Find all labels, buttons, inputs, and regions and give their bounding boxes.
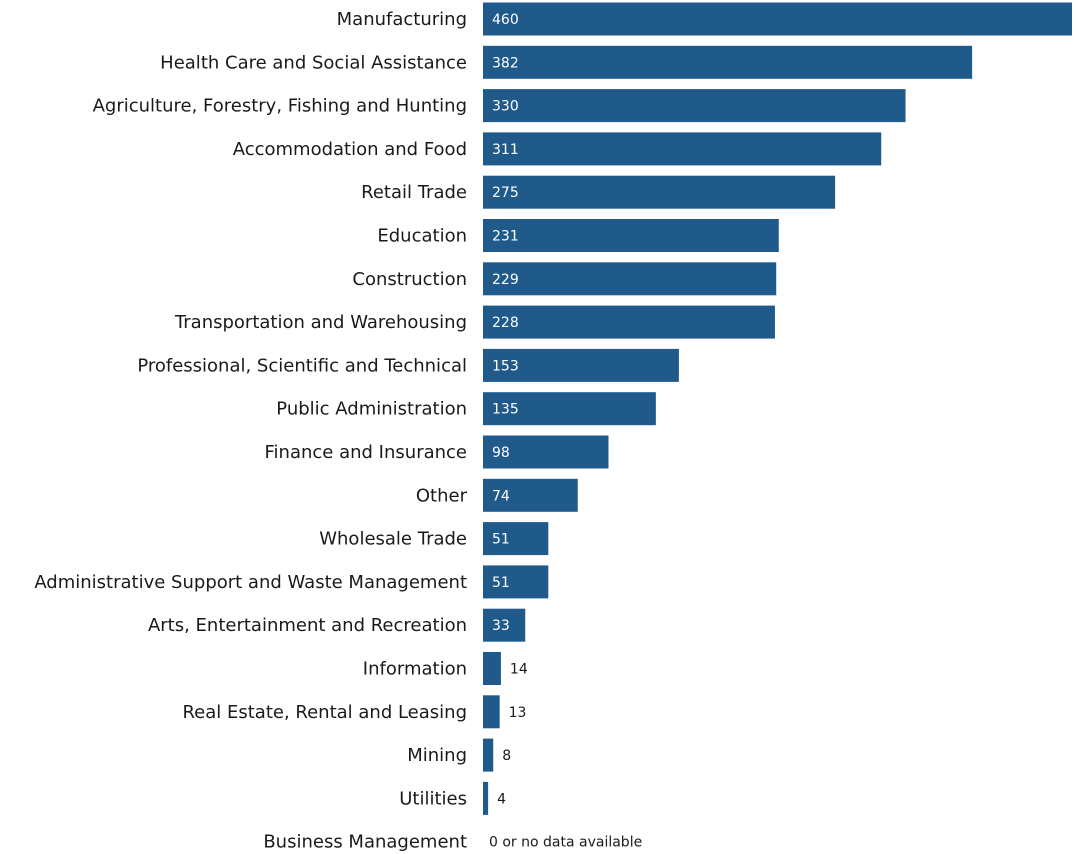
category-label: Business Management [263, 832, 467, 853]
data-label: 330 [492, 99, 519, 115]
data-label: 135 [492, 402, 519, 418]
bar [483, 262, 777, 296]
data-label: 275 [492, 185, 519, 201]
category-label: Real Estate, Rental and Leasing [182, 702, 467, 723]
bar [483, 219, 779, 252]
data-label: 153 [492, 358, 519, 374]
data-label: 8 [502, 748, 511, 764]
bar [483, 738, 494, 772]
category-label: Construction [352, 269, 467, 290]
bar [483, 652, 501, 685]
category-label: Mining [407, 745, 467, 766]
data-label: 311 [492, 142, 519, 158]
data-label: 460 [492, 12, 519, 28]
category-label: Arts, Entertainment and Recreation [148, 615, 467, 636]
bar [483, 45, 973, 79]
category-label: Education [377, 226, 467, 247]
category-label: Transportation and Warehousing [174, 312, 467, 333]
value-labels-group: 460 382 330 311 275 231 229 228 153 135 98 74 51 51 33… [489, 12, 642, 851]
bar [483, 435, 609, 469]
category-label: Information [363, 659, 467, 680]
data-label: 229 [492, 272, 519, 288]
data-label: 228 [492, 315, 519, 331]
category-label: Accommodation and Food [233, 139, 467, 160]
data-label: 4 [497, 791, 506, 807]
data-label: 51 [492, 532, 510, 548]
bar [483, 305, 775, 339]
bar [483, 781, 489, 815]
category-label: Agriculture, Forestry, Fishing and Hunti… [93, 96, 467, 117]
category-label: Public Administration [276, 399, 467, 420]
bar [483, 565, 549, 599]
bar [483, 89, 906, 123]
category-label: Health Care and Social Assistance [160, 52, 467, 73]
bar [483, 478, 578, 512]
category-label: Finance and Insurance [265, 442, 467, 463]
bar [483, 132, 882, 166]
bar [483, 608, 526, 642]
data-label: 0 or no data available [489, 835, 642, 851]
data-label: 231 [492, 229, 519, 245]
data-label: 98 [492, 445, 510, 461]
bars-group [483, 2, 1072, 815]
category-label: Utilities [399, 788, 467, 809]
category-label: Administrative Support and Waste Managem… [34, 572, 467, 593]
category-label: Professional, Scientific and Technical [137, 355, 467, 376]
category-labels-group: Manufacturing Health Care and Social Assi… [34, 9, 467, 853]
bar [483, 695, 500, 729]
data-label: 74 [492, 488, 510, 504]
data-label: 382 [492, 55, 519, 71]
bar [483, 522, 549, 556]
category-label: Manufacturing [337, 9, 467, 30]
category-label: Other [416, 485, 468, 506]
data-label: 13 [509, 705, 527, 721]
data-label: 51 [492, 575, 510, 591]
category-label: Wholesale Trade [319, 529, 467, 550]
bar [483, 348, 679, 382]
data-label: 33 [492, 618, 510, 634]
bar [483, 392, 656, 426]
data-label: 14 [510, 662, 528, 678]
bar [483, 175, 836, 209]
bar [483, 2, 1072, 36]
category-label: Retail Trade [361, 182, 467, 203]
